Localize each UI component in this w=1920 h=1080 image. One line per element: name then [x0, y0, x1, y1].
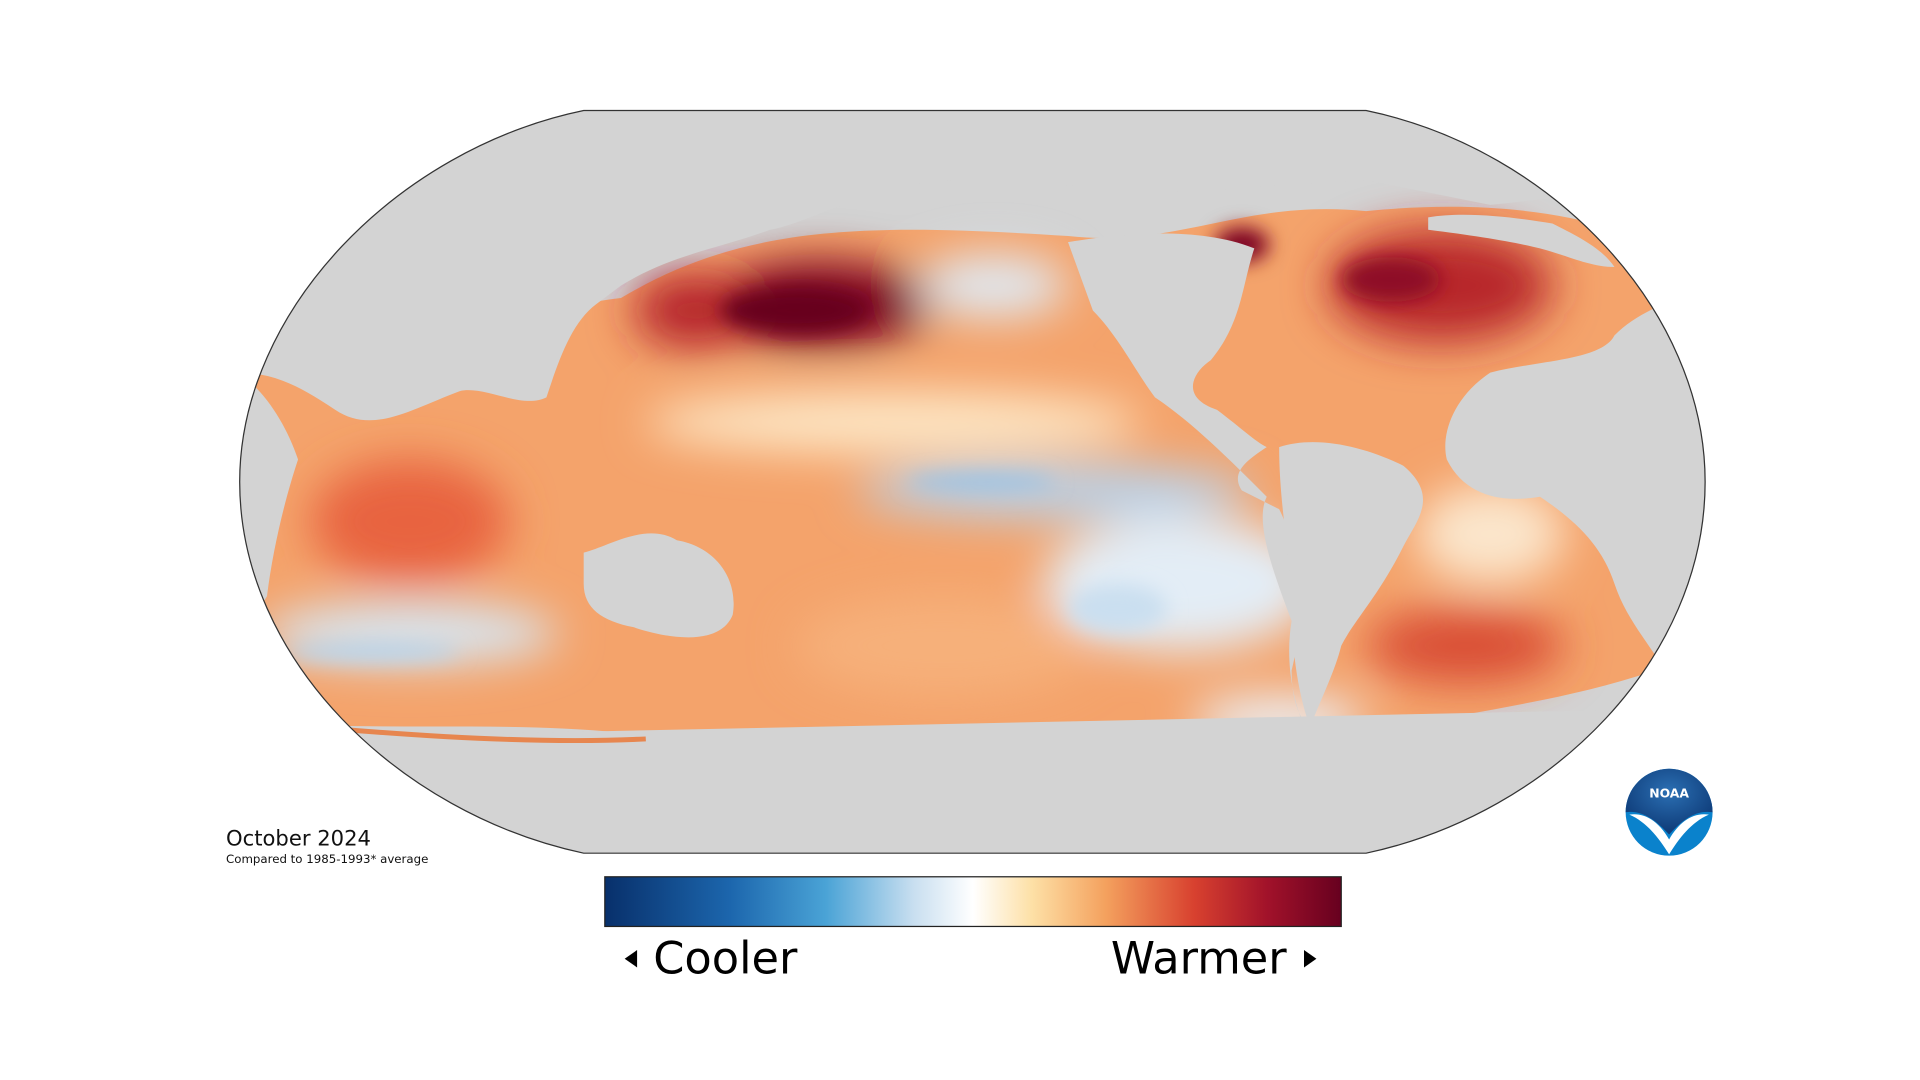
map-outline — [239, 109, 1706, 854]
warmer-label: Warmer — [1111, 933, 1287, 985]
land — [239, 110, 1706, 854]
color-bar — [604, 876, 1342, 928]
date-label: October 2024 — [226, 826, 371, 851]
sea-surface-anomaly — [239, 110, 1706, 854]
fine-patches — [285, 227, 1441, 662]
logo-text: NOAA — [1649, 785, 1689, 800]
warmer-arrow — [1303, 950, 1317, 968]
noaa-logo: NOAA — [1625, 768, 1713, 856]
cooler-label: Cooler — [653, 933, 798, 985]
map-group: October 2024 Compared to 1985-1993* aver… — [226, 109, 1713, 985]
baseline-note: Compared to 1985-1993* average — [226, 852, 428, 866]
cooler-arrow — [624, 950, 638, 968]
